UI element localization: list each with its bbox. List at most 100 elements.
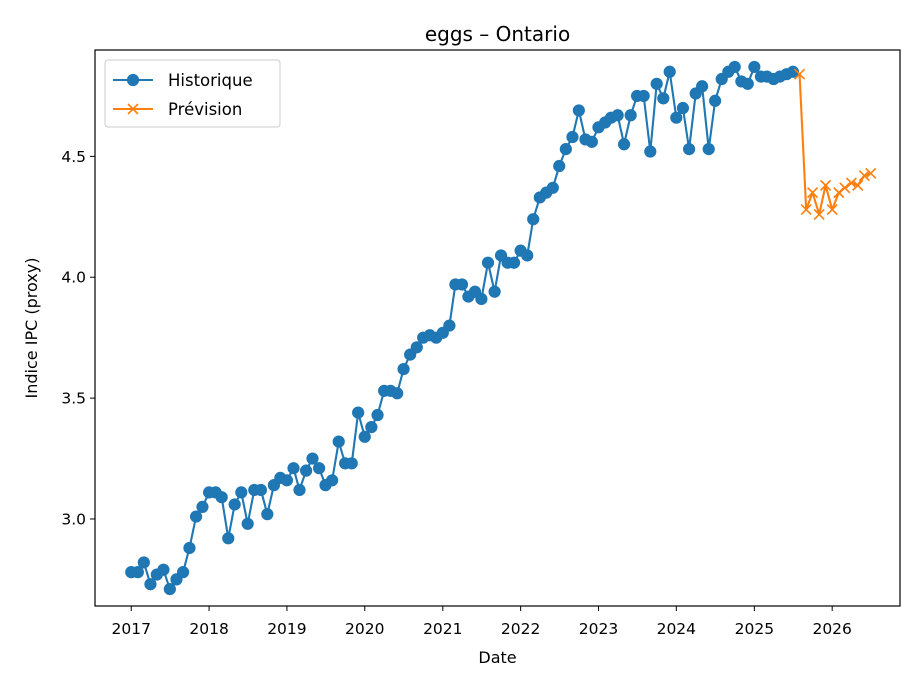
y-tick-label: 3.0 <box>61 510 86 528</box>
y-tick-label: 4.0 <box>61 269 86 287</box>
data-point <box>280 474 294 487</box>
data-point <box>793 68 806 80</box>
x-tick-label: 2024 <box>657 620 696 638</box>
data-point <box>163 582 176 596</box>
data-point <box>332 435 345 448</box>
legend-marker <box>126 73 140 87</box>
data-point <box>696 80 709 93</box>
data-point <box>611 109 624 122</box>
data-point <box>741 77 754 90</box>
legend-marker <box>127 103 139 115</box>
x-tick-label: 2017 <box>112 620 151 638</box>
data-point <box>709 94 722 107</box>
data-point <box>807 187 819 199</box>
data-point <box>241 517 254 530</box>
data-point <box>306 452 319 465</box>
data-point <box>326 474 339 487</box>
y-axis-label: Indice IPC (proxy) <box>22 258 41 399</box>
data-point <box>313 462 326 475</box>
data-point <box>131 566 144 579</box>
x-tick-label: 2022 <box>501 620 540 638</box>
data-point <box>670 111 683 124</box>
y-tick-label: 4.5 <box>61 148 86 166</box>
data-point <box>481 256 495 269</box>
legend-entry: Historique <box>113 71 253 90</box>
x-tick-label: 2025 <box>735 620 774 638</box>
data-point <box>826 203 838 216</box>
x-tick-label: 2020 <box>345 620 384 638</box>
x-axis-ticks: 2017 2018 2019 2020 2021 2022 2023 2024 2025 2026 <box>112 606 852 638</box>
data-point <box>786 65 800 78</box>
data-point <box>748 60 761 74</box>
data-point <box>176 566 190 579</box>
data-point <box>397 362 410 376</box>
x-tick-label: 2019 <box>267 620 306 638</box>
data-point <box>683 143 696 156</box>
data-point <box>189 510 203 523</box>
series-line <box>798 74 872 216</box>
x-tick-label: 2021 <box>423 620 462 638</box>
data-point <box>833 187 845 199</box>
legend-label: Historique <box>168 71 253 90</box>
y-axis-ticks: 3.0 3.5 4.0 4.5 <box>61 148 95 528</box>
data-point <box>287 462 300 475</box>
data-point <box>410 341 423 354</box>
legend: Historique Prévision <box>104 59 281 128</box>
data-point <box>728 60 741 74</box>
data-point <box>215 491 228 504</box>
data-point <box>391 387 404 400</box>
data-point <box>657 92 670 105</box>
data-point <box>585 135 598 148</box>
data-point <box>566 130 579 144</box>
data-point <box>475 292 488 306</box>
data-point <box>235 486 248 499</box>
data-point <box>865 167 877 179</box>
data-point <box>650 77 663 90</box>
data-point <box>455 278 469 291</box>
data-point <box>813 208 825 220</box>
data-point <box>365 421 378 434</box>
data-point <box>624 109 637 122</box>
x-axis-label: Date <box>478 648 516 667</box>
data-point <box>521 249 534 262</box>
data-point <box>144 578 157 591</box>
data-point <box>527 213 540 226</box>
data-point <box>617 138 631 151</box>
data-point <box>488 285 501 298</box>
data-point <box>443 319 456 332</box>
x-tick-label: 2026 <box>812 620 851 638</box>
data-point <box>820 179 832 191</box>
data-point <box>222 532 235 545</box>
data-point <box>157 563 170 576</box>
legend-entry: Prévision <box>113 100 242 119</box>
data-point <box>507 256 521 269</box>
data-point <box>559 143 572 156</box>
data-point <box>553 159 566 173</box>
data-point <box>839 182 851 194</box>
data-point <box>845 177 857 189</box>
data-point <box>800 203 812 216</box>
legend-label: Prévision <box>168 100 242 119</box>
data-point <box>663 65 676 78</box>
x-tick-label: 2023 <box>579 620 618 638</box>
data-point <box>196 500 209 513</box>
data-point <box>572 104 585 117</box>
data-point <box>228 498 241 511</box>
y-tick-label: 3.5 <box>61 390 86 408</box>
data-point <box>358 430 371 443</box>
data-point <box>371 408 384 422</box>
plot-area <box>125 60 877 596</box>
data-point <box>352 406 365 419</box>
data-point <box>637 89 650 103</box>
series-historique <box>125 60 800 596</box>
data-point <box>183 541 196 555</box>
data-point <box>137 556 150 569</box>
axes-frame <box>94 49 901 607</box>
legend-box <box>104 59 281 128</box>
series-prevision <box>793 68 877 220</box>
data-point <box>852 179 864 191</box>
data-point <box>300 464 313 477</box>
data-point <box>702 143 715 156</box>
data-point <box>261 508 274 521</box>
